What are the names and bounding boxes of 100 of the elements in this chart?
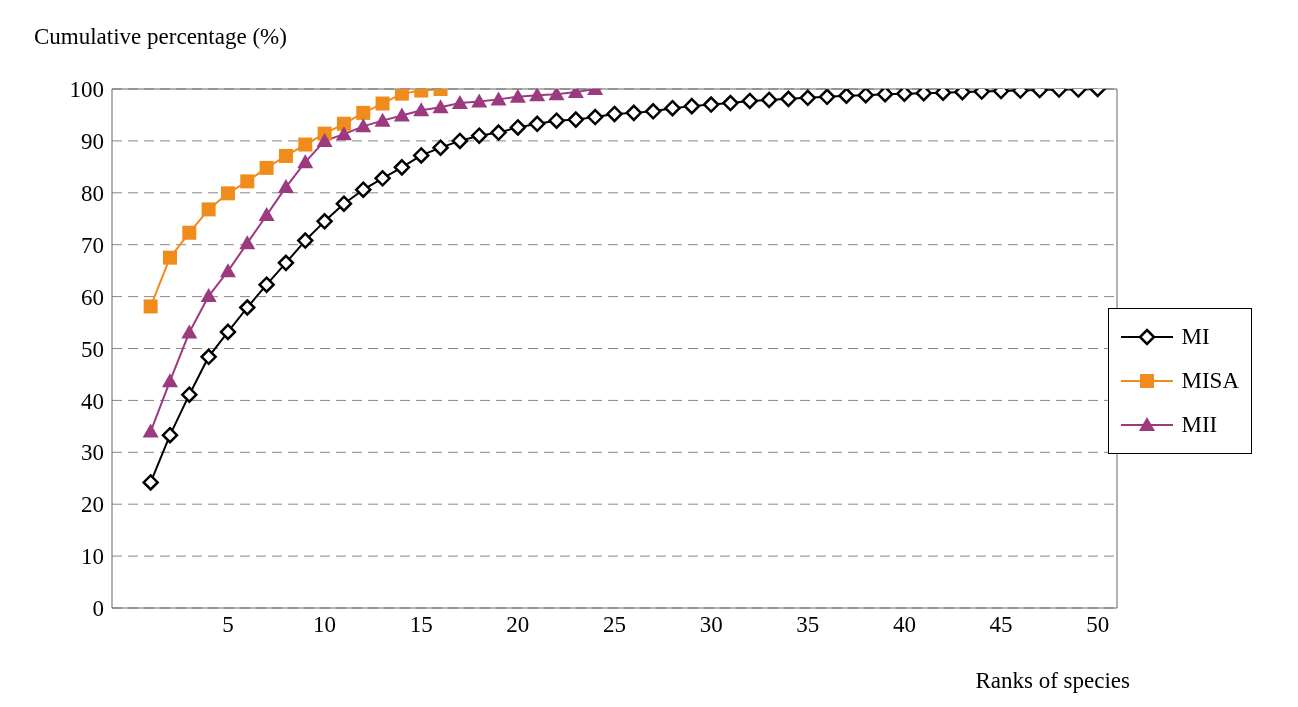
x-axis-title: Ranks of species [975, 668, 1130, 694]
point [219, 263, 236, 278]
point [258, 207, 275, 222]
point [509, 89, 526, 103]
point [239, 235, 256, 250]
y-axis-title: Cumulative percentage (%) [34, 24, 287, 50]
point [297, 154, 314, 169]
point [278, 148, 293, 163]
point [335, 126, 352, 141]
point [529, 89, 546, 102]
point [201, 202, 216, 217]
point [181, 386, 198, 403]
x-tick-label: 50 [1086, 612, 1110, 638]
point [760, 91, 778, 109]
point [857, 89, 874, 104]
point [277, 254, 295, 272]
point [298, 137, 313, 152]
point [664, 99, 681, 117]
point [182, 225, 197, 240]
point [240, 174, 255, 189]
x-tick-label: 40 [892, 612, 916, 638]
point [356, 105, 371, 120]
point [355, 118, 372, 133]
x-tick-label: 25 [603, 612, 626, 638]
point [625, 104, 643, 122]
point [258, 276, 275, 293]
point [277, 179, 294, 194]
point [259, 160, 274, 175]
point [780, 90, 797, 108]
point [316, 132, 333, 147]
point [220, 186, 235, 201]
point [509, 119, 527, 136]
y-tick-label: 50 [81, 336, 104, 362]
point [219, 323, 237, 341]
point [375, 96, 390, 111]
x-tick-label: 45 [989, 612, 1013, 638]
point [838, 89, 855, 104]
point [335, 195, 353, 212]
y-tick-label: 10 [81, 544, 104, 570]
x-tick-label: 10 [313, 612, 337, 638]
y-tick-label: 100 [69, 77, 104, 103]
point [451, 132, 469, 150]
point [161, 373, 178, 388]
x-tick-label: 15 [409, 612, 433, 638]
point [143, 299, 158, 314]
point [394, 89, 409, 101]
point [818, 89, 836, 106]
point [432, 139, 449, 156]
point [316, 213, 333, 230]
point [142, 474, 159, 491]
y-tick-label: 80 [81, 180, 104, 206]
y-tick-label: 30 [81, 440, 104, 466]
x-tick-label: 5 [222, 612, 234, 638]
point [432, 99, 449, 114]
point [471, 93, 488, 108]
point [490, 91, 507, 106]
point [528, 115, 546, 133]
point [336, 116, 351, 131]
point [876, 89, 894, 103]
legend-label: MISA [1181, 368, 1239, 394]
y-tick-label: 20 [81, 492, 104, 518]
point [470, 127, 488, 144]
point [799, 89, 817, 107]
point [374, 112, 391, 127]
point [297, 232, 314, 249]
point [393, 159, 411, 176]
point [142, 423, 159, 438]
y-tick-label: 90 [81, 129, 104, 155]
point [374, 170, 391, 187]
point [490, 124, 507, 141]
point [586, 108, 604, 126]
point [393, 107, 410, 122]
x-tick-label: 30 [699, 612, 723, 638]
point [200, 348, 217, 366]
point [239, 299, 256, 316]
legend-label: MII [1181, 412, 1218, 438]
point [896, 89, 913, 102]
point [412, 147, 430, 164]
point [355, 181, 372, 198]
y-tick-label: 0 [92, 596, 104, 622]
point [702, 96, 720, 113]
point [451, 95, 468, 110]
x-tick-label: 20 [506, 612, 530, 638]
point [548, 112, 565, 129]
y-tick-label: 70 [81, 232, 104, 258]
point [606, 105, 623, 123]
point [722, 94, 739, 112]
point [413, 102, 430, 117]
point [200, 288, 217, 303]
point [181, 324, 198, 339]
point [683, 97, 701, 115]
y-tick-label: 40 [81, 388, 104, 414]
x-tick-label: 35 [796, 612, 820, 638]
point [741, 92, 759, 110]
point [161, 426, 179, 444]
point [567, 111, 585, 128]
point [162, 250, 177, 265]
legend-label: MI [1181, 324, 1210, 350]
point [644, 103, 662, 120]
y-tick-label: 60 [81, 284, 104, 310]
